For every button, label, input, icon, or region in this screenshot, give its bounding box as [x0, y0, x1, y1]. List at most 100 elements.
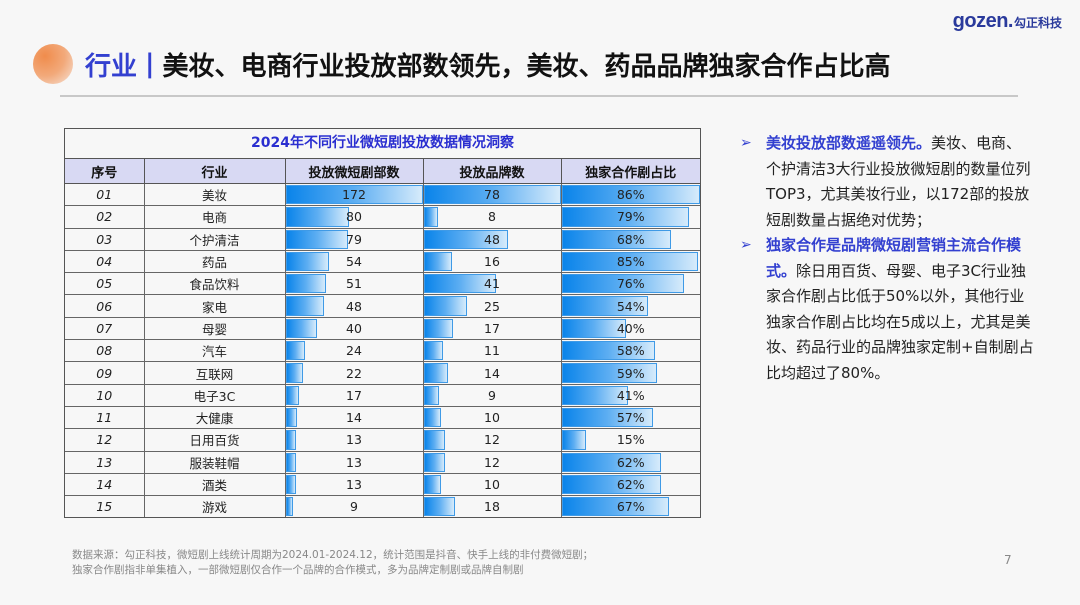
row-brands: 9 [422, 383, 562, 407]
row-dramas: 13 [284, 450, 424, 474]
cell-value: 62% [616, 454, 645, 470]
data-bar [285, 363, 304, 383]
table-row: 03 个护清洁 79 48 68% [65, 227, 700, 251]
table-row: 15 游戏 9 18 67% [65, 495, 700, 518]
row-exclusive: 68% [560, 227, 700, 251]
row-exclusive: 54% [560, 294, 700, 318]
table-title: 2024年不同行业微短剧投放数据情况洞察 [65, 129, 700, 159]
row-brands: 16 [422, 249, 562, 274]
cell-value: 13 [346, 432, 362, 448]
row-dramas: 22 [284, 361, 424, 385]
cell-value: 41 [484, 276, 500, 292]
row-exclusive: 15% [560, 428, 700, 452]
note-item: ➢ 独家合作是品牌微短剧营销主流合作模式。除日用百货、母婴、电子3C行业独家合作… [740, 233, 1036, 386]
row-dramas: 79 [284, 227, 424, 251]
row-brands: 8 [422, 205, 562, 229]
row-index: 08 [65, 339, 145, 363]
data-bar [285, 407, 297, 428]
cell-value: 9 [350, 499, 358, 515]
cell-value: 59% [616, 365, 645, 381]
row-exclusive: 62% [560, 472, 700, 497]
cell-value: 54% [616, 298, 645, 314]
row-dramas: 80 [284, 205, 424, 229]
table-row: 11 大健康 14 10 57% [65, 405, 700, 430]
data-bar [285, 229, 349, 249]
cell-value: 14 [346, 410, 362, 426]
data-bar [285, 207, 350, 227]
note-highlight: 美妆投放部数遥遥领先。 [766, 134, 932, 152]
table-row: 05 食品饮料 51 41 76% [65, 272, 700, 296]
data-bar [561, 452, 662, 472]
table-row: 09 互联网 22 14 59% [65, 361, 700, 385]
data-bar [561, 497, 670, 517]
row-index: 15 [65, 495, 145, 518]
cell-value: 48 [346, 298, 362, 314]
cell-value: 25 [484, 298, 500, 314]
table-row: 07 母婴 40 17 40% [65, 316, 700, 341]
data-bar [423, 407, 442, 428]
data-bar [285, 452, 296, 472]
row-index: 09 [65, 361, 145, 385]
arrow-bullet-icon: ➢ [740, 237, 752, 253]
row-exclusive: 76% [560, 272, 700, 296]
data-bar [561, 474, 662, 495]
source-line-2: 独家合作剧指非单集植入，一部微短剧仅合作一个品牌的合作模式，多为品牌定制剧或品牌… [72, 564, 524, 576]
row-dramas: 13 [284, 472, 424, 497]
row-brands: 18 [422, 495, 562, 518]
row-dramas: 48 [284, 294, 424, 318]
data-bar [423, 296, 468, 316]
insight-notes: ➢ 美妆投放部数遥遥领先。美妆、电商、个护清洁3大行业投放微短剧的数量位列TOP… [740, 131, 1036, 386]
data-bar [423, 474, 442, 495]
row-industry: 电商 [143, 205, 286, 229]
row-industry: 游戏 [143, 495, 286, 518]
row-industry: 个护清洁 [143, 227, 286, 251]
data-bar [423, 274, 496, 294]
data-bar [423, 318, 454, 339]
data-bar [423, 363, 449, 383]
cell-value: 79% [616, 209, 645, 225]
row-dramas: 14 [284, 405, 424, 430]
data-bar [561, 385, 628, 405]
cell-value: 11 [484, 343, 500, 359]
cell-value: 15% [616, 432, 645, 448]
page-number: 7 [1004, 553, 1012, 567]
row-industry: 汽车 [143, 339, 286, 363]
row-brands: 48 [422, 227, 562, 251]
data-bar [423, 430, 445, 450]
row-exclusive: 59% [560, 361, 700, 385]
row-dramas: 9 [284, 495, 424, 518]
row-exclusive: 86% [560, 182, 700, 207]
cell-value: 17 [484, 320, 500, 336]
data-bar [561, 407, 654, 428]
col-header-industry: 行业 [143, 159, 286, 184]
cell-value: 51 [346, 276, 362, 292]
col-header-index: 序号 [65, 159, 145, 184]
data-bar [561, 251, 699, 272]
title-category-tag: 行业 [85, 51, 138, 82]
row-brands: 11 [422, 339, 562, 363]
cell-value: 13 [346, 477, 362, 492]
data-bar [561, 318, 626, 339]
data-bar [285, 251, 329, 272]
table-row: 06 家电 48 25 54% [65, 294, 700, 318]
table-row: 01 美妆 172 78 86% [65, 182, 700, 207]
note-text: 美妆、电商、个护清洁3大行业投放微短剧的数量位列TOP3，尤其美妆行业，以172… [766, 134, 1031, 229]
data-bar [561, 363, 657, 383]
cell-value: 78 [484, 187, 500, 203]
data-source-note: 数据来源：勾正科技，微短剧上线统计周期为2024.01-2024.12，统计范围… [72, 548, 593, 578]
data-bar [285, 318, 318, 339]
row-industry: 服装鞋帽 [143, 450, 286, 474]
cell-value: 67% [616, 499, 645, 515]
cell-value: 10 [484, 477, 500, 492]
data-bar [285, 430, 296, 450]
cell-value: 54 [346, 254, 362, 270]
row-brands: 14 [422, 361, 562, 385]
cell-value: 18 [484, 499, 500, 515]
row-exclusive: 41% [560, 383, 700, 407]
col-header-brands: 投放品牌数 [422, 159, 562, 184]
cell-value: 40 [346, 320, 362, 336]
cell-value: 22 [346, 365, 362, 381]
cell-value: 58% [616, 343, 645, 359]
orange-orb-icon [33, 44, 73, 84]
cell-value: 17 [346, 387, 362, 403]
